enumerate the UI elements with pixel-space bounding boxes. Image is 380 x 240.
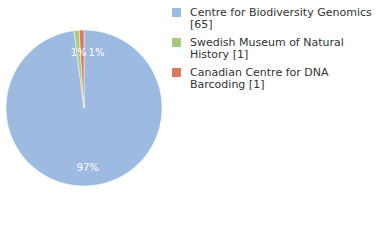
slice <box>74 30 84 108</box>
legend-label: Swedish Museum of NaturalHistory [1] <box>190 36 344 61</box>
legend: Centre for Biodiversity Genomics[65] Swed… <box>172 6 372 91</box>
data-label: 1% <box>89 47 105 58</box>
legend-swatch <box>172 38 181 47</box>
slices <box>6 30 162 186</box>
data-label: 1% <box>71 47 87 58</box>
data-label: 97% <box>77 162 99 173</box>
slice <box>79 30 84 108</box>
chart: 97% 1%1% Centre for Biodiversity Genomics[… <box>0 0 380 240</box>
legend-swatch <box>172 8 181 17</box>
legend-label: Centre for Biodiversity Genomics[65] <box>190 6 372 31</box>
legend-swatch <box>172 68 181 77</box>
legend-label: Canadian Centre for DNABarcoding [1] <box>190 66 329 91</box>
slice <box>6 30 162 186</box>
